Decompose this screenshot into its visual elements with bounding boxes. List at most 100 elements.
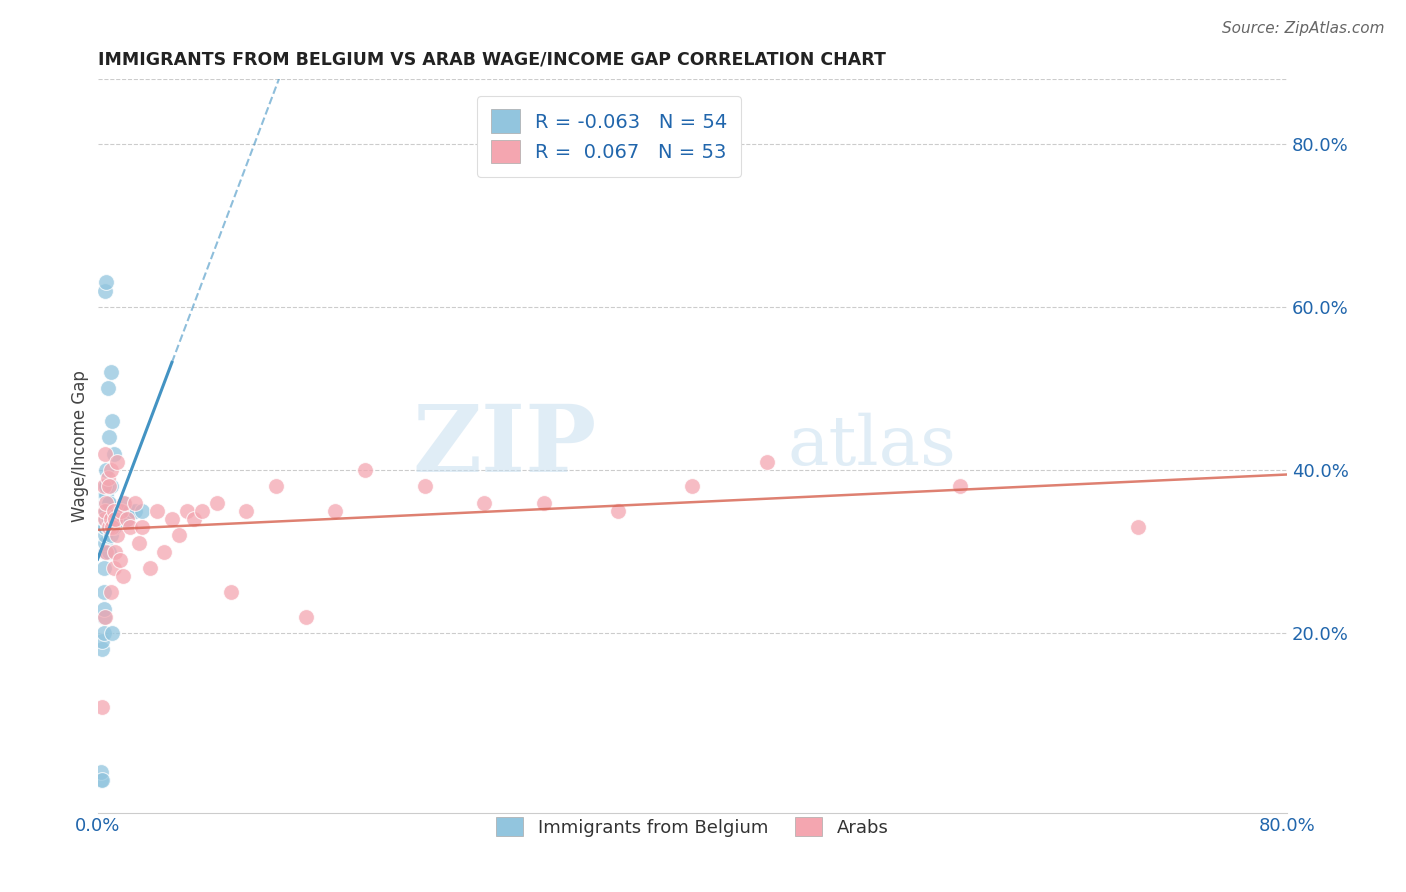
Point: [110, 504, 132, 518]
Point: [94, 504, 117, 518]
Point: [96, 496, 118, 510]
Point: [94, 520, 117, 534]
Point: [96, 479, 118, 493]
Point: [98, 544, 121, 558]
Point: [108, 553, 131, 567]
Point: [264, 479, 287, 493]
Point: [97, 520, 120, 534]
Point: [110, 504, 132, 518]
Point: [607, 504, 630, 518]
Point: [101, 626, 124, 640]
Point: [221, 585, 243, 599]
Point: [105, 504, 128, 518]
Point: [1128, 520, 1150, 534]
Point: [131, 520, 153, 534]
Point: [100, 479, 122, 493]
Point: [100, 528, 122, 542]
Point: [94, 504, 117, 518]
Point: [94, 447, 117, 461]
Point: [98, 479, 121, 493]
Point: [294, 610, 316, 624]
Point: [104, 512, 127, 526]
Point: [98, 520, 121, 534]
Point: [101, 520, 124, 534]
Point: [105, 455, 128, 469]
Point: [533, 496, 555, 510]
Point: [96, 276, 118, 290]
Point: [91, 699, 114, 714]
Point: [94, 487, 117, 501]
Point: [93, 585, 115, 599]
Point: [146, 504, 169, 518]
Point: [112, 496, 135, 510]
Legend: Immigrants from Belgium, Arabs: Immigrants from Belgium, Arabs: [489, 810, 896, 844]
Point: [354, 463, 377, 477]
Point: [100, 512, 122, 526]
Point: [93, 626, 115, 640]
Point: [107, 504, 129, 518]
Point: [97, 512, 120, 526]
Point: [153, 544, 176, 558]
Point: [96, 504, 118, 518]
Point: [103, 520, 125, 534]
Point: [100, 365, 122, 379]
Point: [128, 536, 150, 550]
Point: [97, 496, 120, 510]
Point: [235, 504, 257, 518]
Point: [91, 772, 114, 787]
Point: [94, 544, 117, 558]
Point: [755, 455, 778, 469]
Point: [111, 569, 134, 583]
Point: [96, 487, 118, 501]
Point: [949, 479, 972, 493]
Point: [93, 479, 115, 493]
Text: IMMIGRANTS FROM BELGIUM VS ARAB WAGE/INCOME GAP CORRELATION CHART: IMMIGRANTS FROM BELGIUM VS ARAB WAGE/INC…: [97, 51, 886, 69]
Text: atlas: atlas: [787, 412, 956, 479]
Point: [94, 520, 117, 534]
Point: [100, 463, 122, 477]
Point: [120, 520, 142, 534]
Point: [97, 382, 120, 396]
Point: [94, 496, 117, 510]
Point: [94, 284, 117, 298]
Point: [90, 772, 112, 787]
Point: [124, 496, 146, 510]
Point: [93, 610, 115, 624]
Point: [94, 536, 117, 550]
Point: [94, 479, 117, 493]
Point: [681, 479, 703, 493]
Point: [108, 512, 131, 526]
Point: [413, 479, 436, 493]
Point: [472, 496, 495, 510]
Point: [104, 544, 127, 558]
Point: [94, 610, 117, 624]
Point: [117, 512, 139, 526]
Point: [98, 512, 121, 526]
Point: [98, 496, 121, 510]
Point: [100, 585, 122, 599]
Point: [90, 764, 112, 779]
Point: [138, 561, 160, 575]
Point: [98, 430, 121, 444]
Point: [101, 414, 124, 428]
Point: [325, 504, 347, 518]
Y-axis label: Wage/Income Gap: Wage/Income Gap: [72, 369, 89, 522]
Text: ZIP: ZIP: [413, 401, 598, 491]
Point: [105, 528, 128, 542]
Point: [96, 496, 118, 510]
Point: [103, 504, 125, 518]
Point: [183, 512, 205, 526]
Point: [131, 504, 153, 518]
Point: [100, 512, 122, 526]
Text: Source: ZipAtlas.com: Source: ZipAtlas.com: [1222, 21, 1385, 36]
Point: [93, 561, 115, 575]
Point: [91, 642, 114, 657]
Point: [104, 512, 127, 526]
Point: [205, 496, 228, 510]
Point: [103, 561, 125, 575]
Point: [124, 504, 146, 518]
Point: [93, 601, 115, 615]
Point: [96, 544, 118, 558]
Point: [94, 512, 117, 526]
Point: [176, 504, 198, 518]
